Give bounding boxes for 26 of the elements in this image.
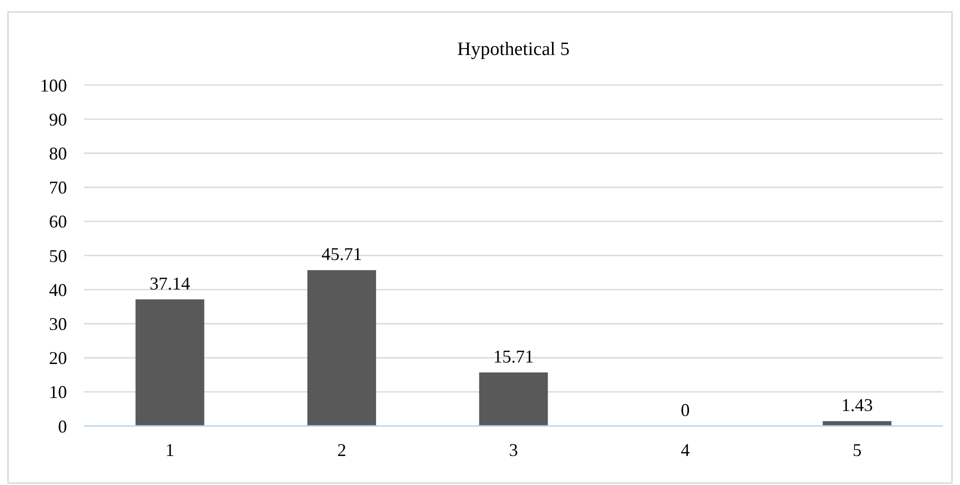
x-tick-label: 4 <box>680 440 690 460</box>
data-label: 1.43 <box>841 395 873 416</box>
bar <box>479 372 548 426</box>
y-tick-label: 30 <box>49 314 67 334</box>
y-tick-label: 70 <box>49 178 67 198</box>
y-tick-label: 60 <box>49 212 67 232</box>
bar <box>822 421 892 426</box>
data-label: 37.14 <box>150 273 190 294</box>
y-tick-label: 50 <box>49 246 67 266</box>
y-tick-label: 80 <box>49 144 67 164</box>
x-tick-label: 3 <box>509 440 518 460</box>
y-tick-label: 20 <box>49 348 67 368</box>
data-label: 45.71 <box>321 244 362 264</box>
x-tick-label: 1 <box>165 440 174 460</box>
x-tick-label: 2 <box>337 440 346 460</box>
chart-title: Hypothetical 5 <box>457 39 570 60</box>
y-tick-label: 0 <box>58 416 67 436</box>
y-tick-label: 10 <box>49 382 67 402</box>
y-tick-label: 40 <box>49 280 67 300</box>
x-tick-label: 5 <box>852 440 862 460</box>
y-tick-label: 100 <box>40 75 67 96</box>
y-tick-label: 90 <box>49 109 67 130</box>
data-label: 0 <box>680 400 690 420</box>
bar <box>307 270 376 426</box>
bar <box>136 299 204 426</box>
data-label: 15.71 <box>493 346 534 366</box>
